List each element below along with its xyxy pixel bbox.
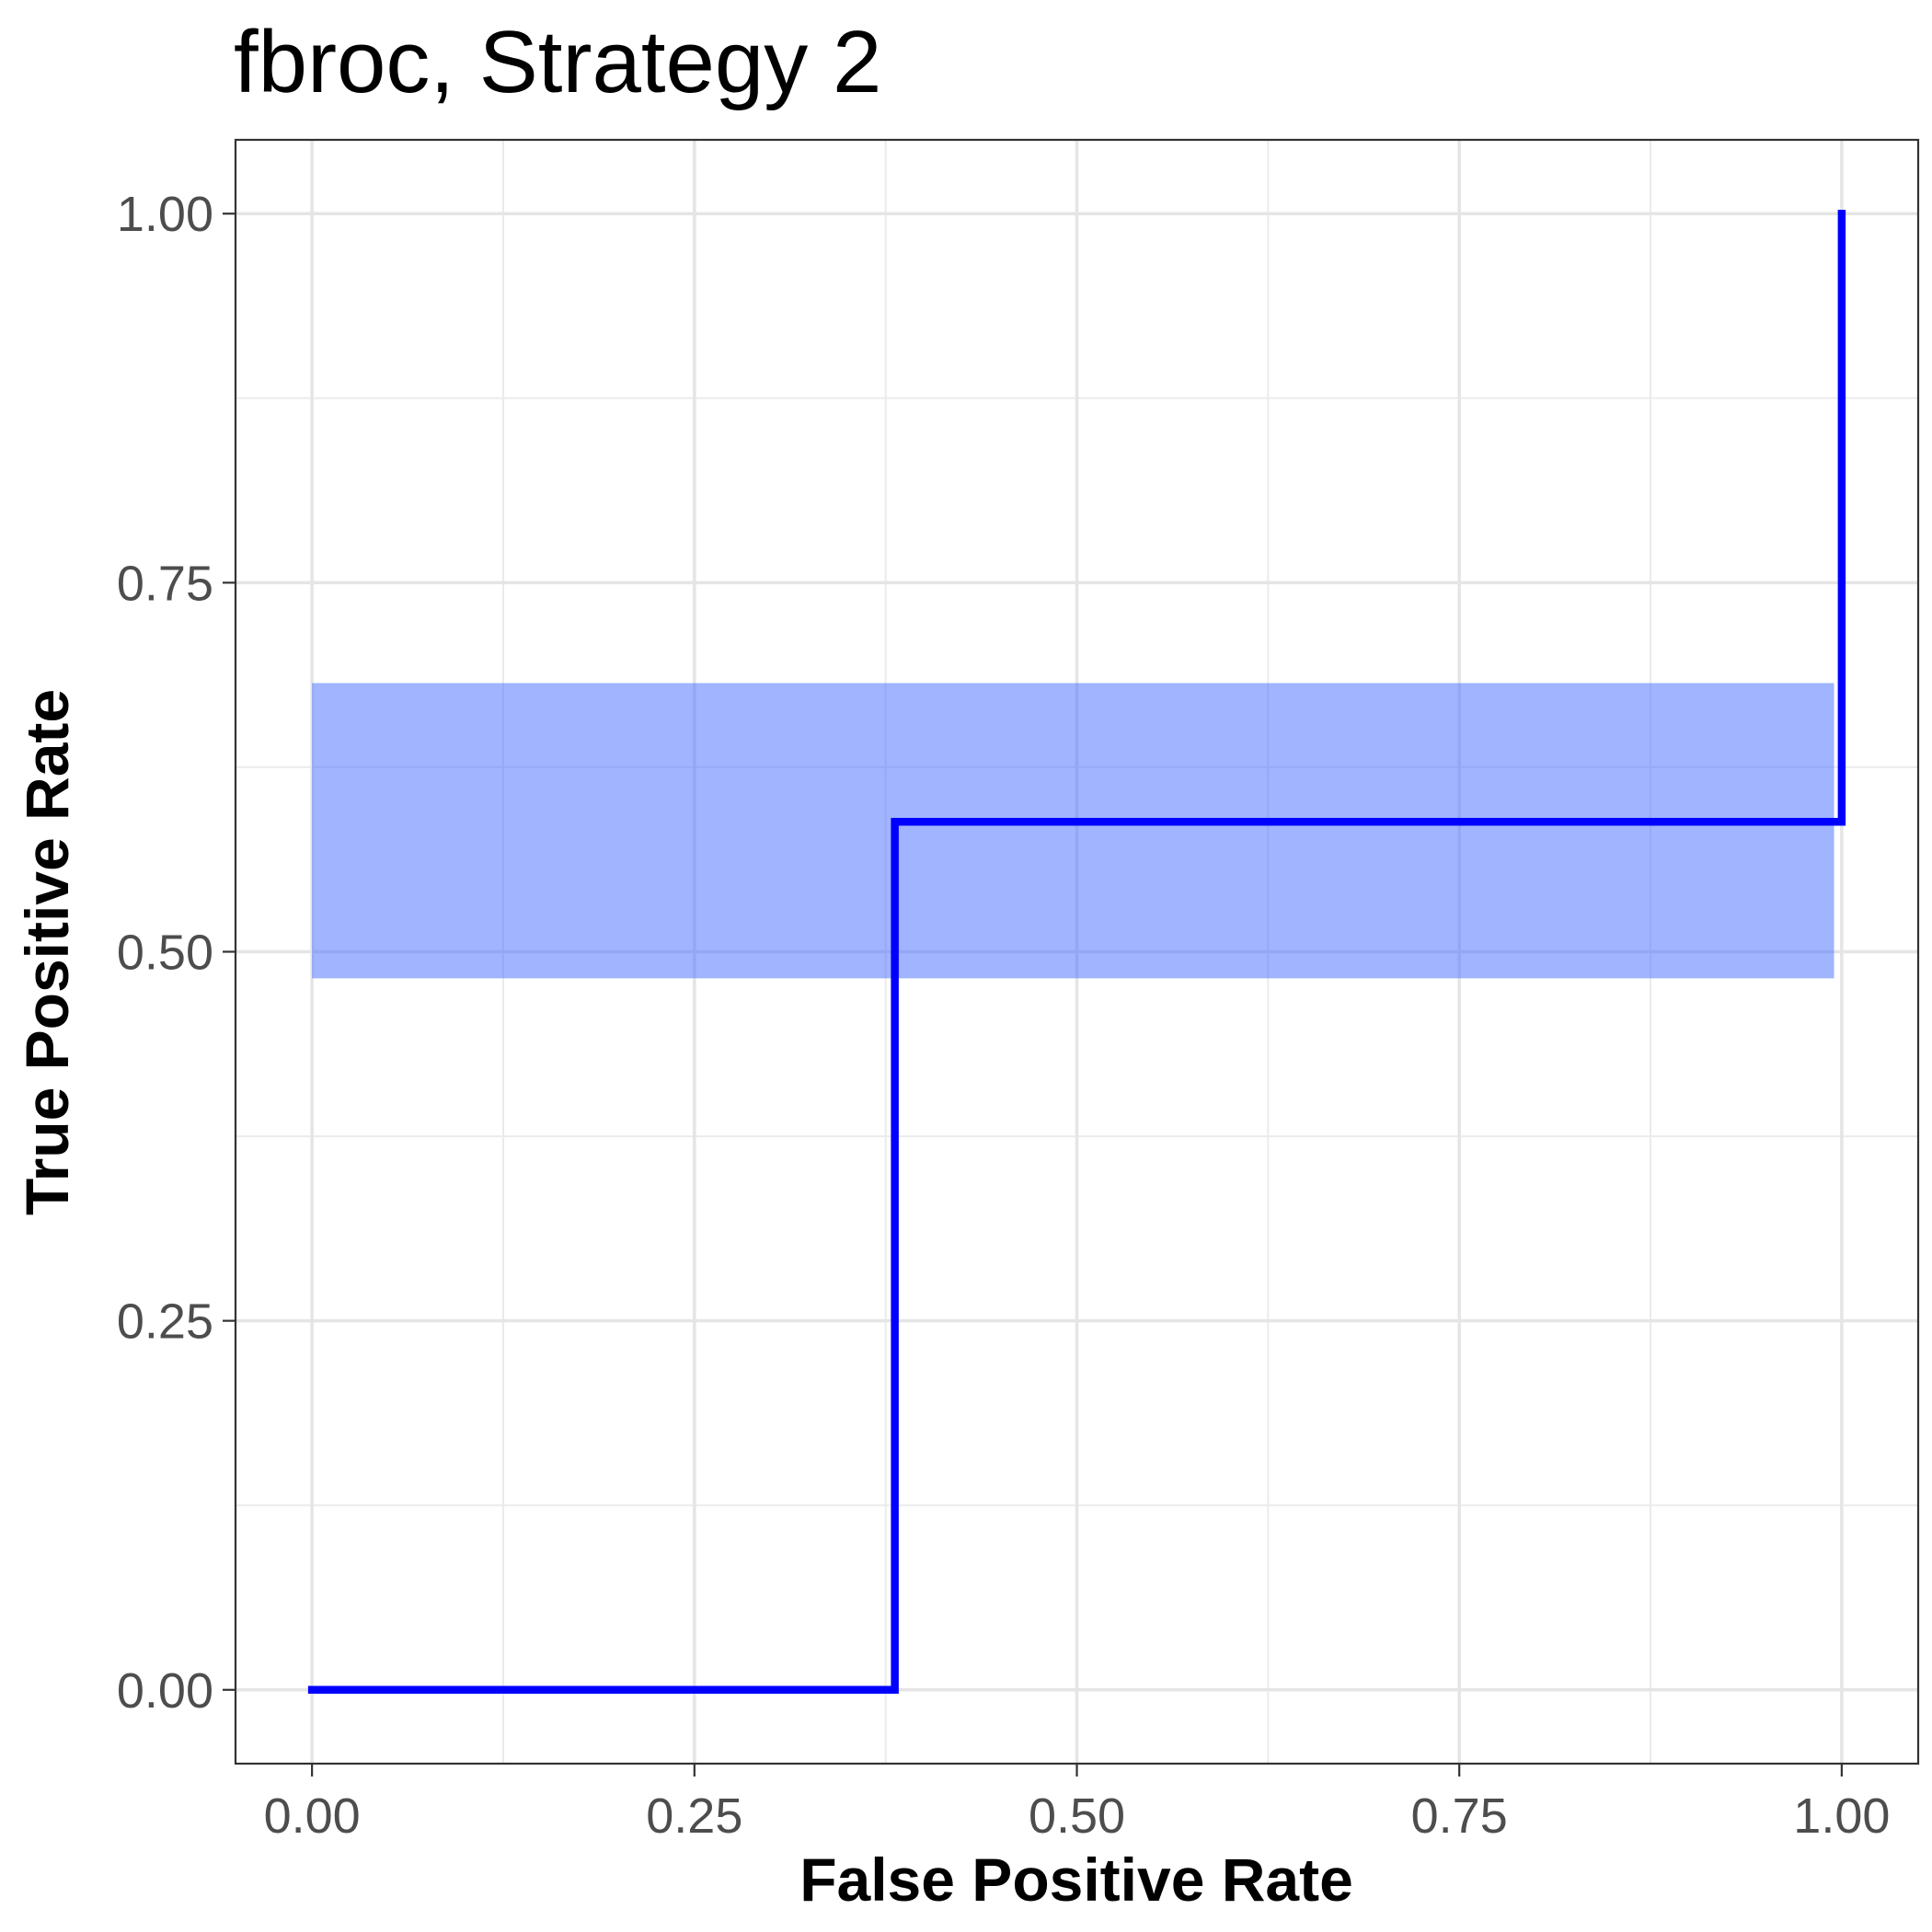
x-axis: 0.00 0.25 0.50 0.75 1.00 xyxy=(264,1764,1890,1844)
y-tick-label: 0.50 xyxy=(117,926,213,981)
x-tick-label: 0.00 xyxy=(264,1788,361,1844)
y-tick-label: 0.75 xyxy=(117,556,213,611)
chart-title: fbroc, Strategy 2 xyxy=(234,13,881,111)
roc-curve-line xyxy=(307,209,1846,1695)
y-tick-label: 1.00 xyxy=(117,187,213,242)
x-tick-label: 0.25 xyxy=(646,1788,742,1844)
y-axis-title: True Positive Rate xyxy=(13,689,81,1215)
x-tick-label: 1.00 xyxy=(1793,1788,1890,1844)
x-tick-label: 0.75 xyxy=(1411,1788,1508,1844)
y-tick-label: 0.00 xyxy=(117,1663,213,1719)
confidence-band-area xyxy=(312,683,1834,979)
x-axis-title: False Positive Rate xyxy=(799,1846,1353,1914)
x-tick-label: 0.50 xyxy=(1029,1788,1125,1844)
roc-curve xyxy=(307,209,1846,1695)
y-tick-label: 0.25 xyxy=(117,1294,213,1350)
confidence-band xyxy=(312,683,1834,979)
plot-panel xyxy=(234,138,1920,1765)
y-axis: 0.00 0.25 0.50 0.75 1.00 xyxy=(117,187,236,1719)
